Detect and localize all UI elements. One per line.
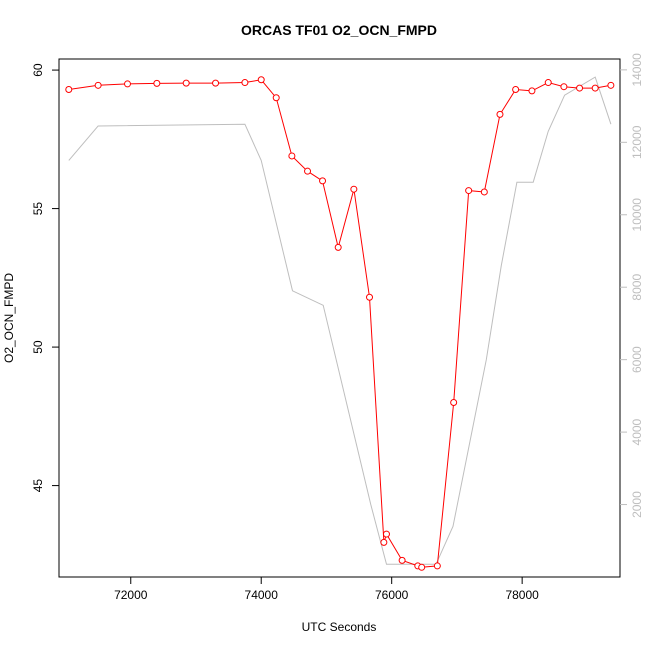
data-point — [123, 80, 131, 88]
data-point — [433, 562, 441, 570]
data-point — [380, 538, 388, 546]
data-point — [512, 85, 520, 93]
data-point — [272, 94, 280, 102]
data-point — [544, 79, 552, 87]
data-point — [350, 185, 358, 193]
data-point — [257, 76, 265, 84]
data-point — [496, 110, 504, 118]
x-axis-label: UTC Seconds — [302, 620, 377, 634]
y-tick-label: 50 — [31, 340, 45, 354]
data-point — [450, 398, 458, 406]
data-point — [366, 293, 374, 301]
data-point — [528, 87, 536, 95]
data-point — [398, 556, 406, 564]
data-point — [288, 152, 296, 160]
x-tick-label: 78000 — [505, 588, 539, 602]
axes: 72000 74000 76000 78000 45 50 55 60 2000 4000 6000… — [31, 53, 644, 602]
x-tick-label: 72000 — [114, 588, 148, 602]
data-point — [182, 79, 190, 87]
y-tick-label: 55 — [31, 202, 45, 216]
right-axis-series-line — [68, 76, 612, 565]
data-point — [65, 85, 73, 93]
data-point — [241, 79, 249, 87]
y2-tick-label: 14000 — [630, 53, 644, 87]
series-layer — [65, 76, 615, 571]
y2-tick-label: 10000 — [630, 198, 644, 232]
y-tick-label: 60 — [31, 63, 45, 77]
data-point — [94, 81, 102, 89]
data-point — [418, 563, 426, 571]
data-point — [465, 187, 473, 195]
y2-tick-label: 8000 — [630, 274, 644, 301]
data-point — [334, 243, 342, 251]
data-point — [319, 177, 327, 185]
data-point — [382, 530, 390, 538]
y-axis-label: O2_OCN_FMPD — [2, 273, 16, 363]
data-point — [212, 79, 220, 87]
data-point — [153, 79, 161, 87]
y-tick-label: 45 — [31, 479, 45, 493]
y2-tick-label: 12000 — [630, 125, 644, 159]
x-tick-label: 74000 — [245, 588, 279, 602]
data-point — [480, 188, 488, 196]
y2-tick-label: 2000 — [630, 491, 644, 518]
y2-tick-label: 4000 — [630, 418, 644, 445]
data-point — [607, 81, 615, 89]
plot-frame — [58, 58, 621, 578]
x-tick-label: 76000 — [375, 588, 409, 602]
chart-title: ORCAS TF01 O2_OCN_FMPD — [241, 22, 437, 38]
data-point — [560, 83, 568, 91]
data-point — [591, 84, 599, 92]
data-point — [304, 167, 312, 175]
data-point — [576, 84, 584, 92]
y2-tick-label: 6000 — [630, 346, 644, 373]
